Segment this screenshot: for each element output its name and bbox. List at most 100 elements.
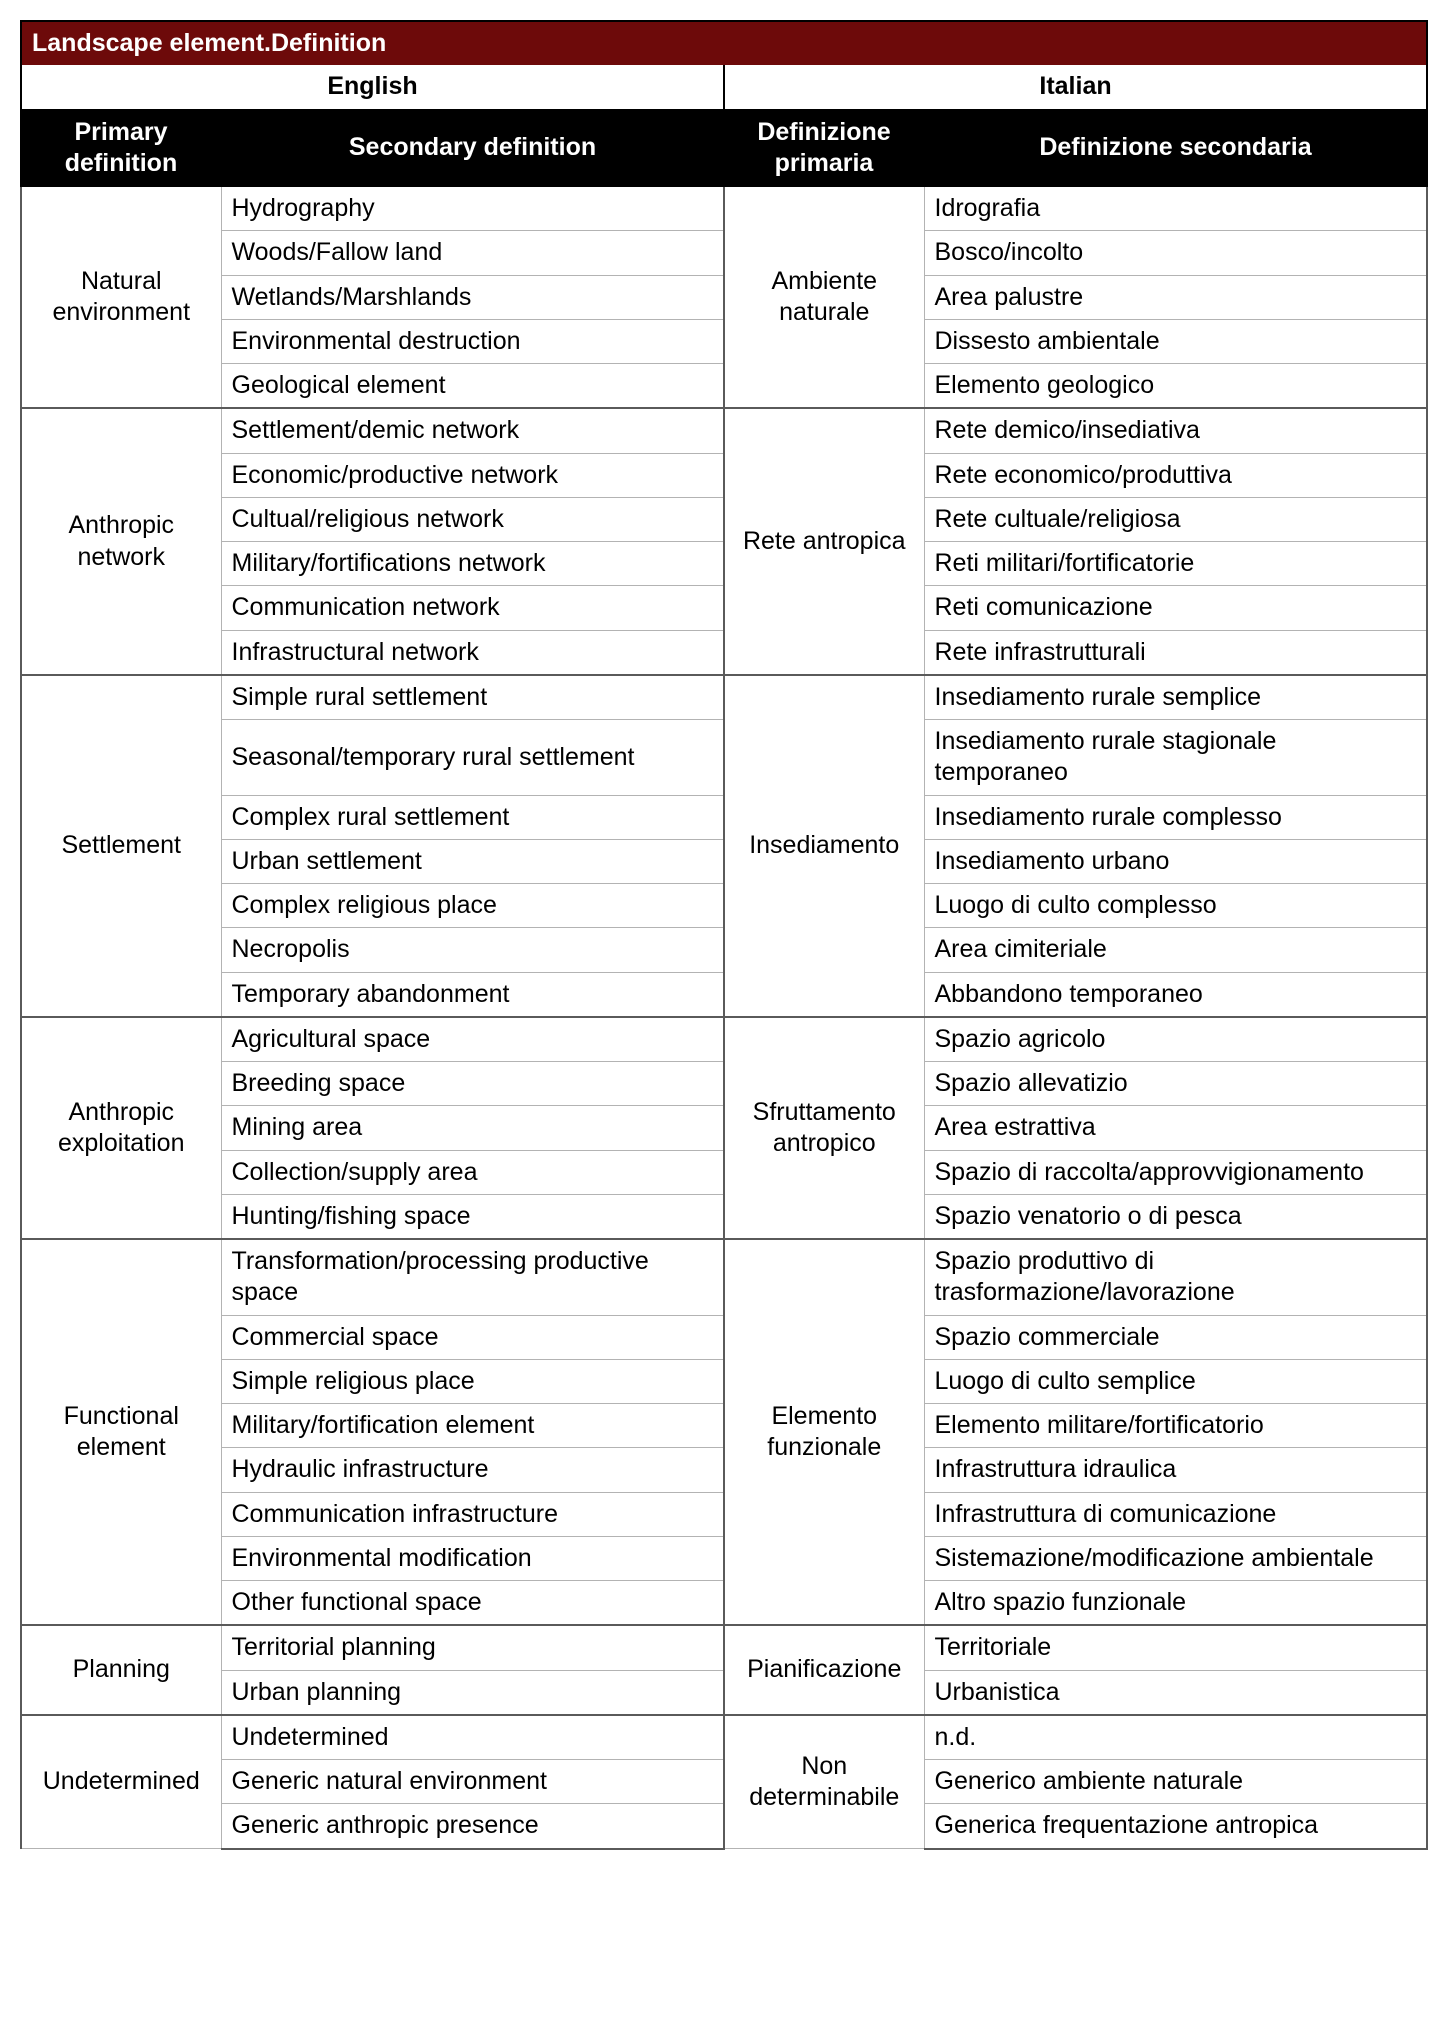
table-row: SettlementSimple rural settlementInsedia… [21,675,1427,720]
col-secondary-en: Secondary definition [221,110,724,187]
table-row: Functional elementTransformation/process… [21,1239,1427,1315]
table-row: Anthropic exploitationAgricultural space… [21,1017,1427,1062]
secondary-en-cell: Collection/supply area [221,1150,724,1194]
primary-en-cell: Settlement [21,675,221,1017]
secondary-en-cell: Temporary abandonment [221,972,724,1017]
table-row: Natural environmentHydrographyAmbiente n… [21,186,1427,231]
primary-it-cell: Non determinabile [724,1715,924,1849]
secondary-en-cell: Mining area [221,1106,724,1150]
secondary-it-cell: Insediamento urbano [924,839,1427,883]
secondary-en-cell: Undetermined [221,1715,724,1760]
primary-en-cell: Undetermined [21,1715,221,1849]
secondary-it-cell: Insediamento rurale semplice [924,675,1427,720]
secondary-it-cell: Territoriale [924,1625,1427,1670]
table-row: PlanningTerritorial planningPianificazio… [21,1625,1427,1670]
secondary-it-cell: Rete demico/insediativa [924,408,1427,453]
primary-it-cell: Elemento funzionale [724,1239,924,1625]
secondary-en-cell: Military/fortifications network [221,542,724,586]
secondary-it-cell: Area estrattiva [924,1106,1427,1150]
col-primary-it: Definizione primaria [724,110,924,187]
secondary-en-cell: Generic natural environment [221,1760,724,1804]
secondary-it-cell: Area palustre [924,275,1427,319]
group-4: Functional elementTransformation/process… [21,1239,1427,1625]
secondary-it-cell: Spazio commerciale [924,1315,1427,1359]
table-head: Landscape element.Definition English Ita… [21,21,1427,186]
group-6: UndeterminedUndeterminedNon determinabil… [21,1715,1427,1849]
col-primary-en: Primary definition [21,110,221,187]
secondary-en-cell: Complex religious place [221,884,724,928]
secondary-en-cell: Necropolis [221,928,724,972]
secondary-en-cell: Environmental modification [221,1536,724,1580]
secondary-it-cell: Rete infrastrutturali [924,630,1427,675]
secondary-it-cell: Rete cultuale/religiosa [924,497,1427,541]
group-5: PlanningTerritorial planningPianificazio… [21,1625,1427,1715]
secondary-it-cell: Spazio allevatizio [924,1062,1427,1106]
primary-en-cell: Planning [21,1625,221,1715]
secondary-en-cell: Geological element [221,364,724,409]
secondary-it-cell: Infrastruttura idraulica [924,1448,1427,1492]
secondary-en-cell: Infrastructural network [221,630,724,675]
secondary-it-cell: Luogo di culto semplice [924,1359,1427,1403]
secondary-en-cell: Cultual/religious network [221,497,724,541]
secondary-en-cell: Seasonal/temporary rural settlement [221,720,724,796]
language-row: English Italian [21,65,1427,109]
secondary-it-cell: Rete economico/produttiva [924,453,1427,497]
secondary-it-cell: Urbanistica [924,1670,1427,1715]
secondary-en-cell: Breeding space [221,1062,724,1106]
secondary-en-cell: Wetlands/Marshlands [221,275,724,319]
table-title: Landscape element.Definition [21,21,1427,65]
primary-en-cell: Anthropic network [21,408,221,675]
secondary-it-cell: Sistemazione/modificazione ambientale [924,1536,1427,1580]
title-row: Landscape element.Definition [21,21,1427,65]
secondary-it-cell: Infrastruttura di comunicazione [924,1492,1427,1536]
secondary-en-cell: Hunting/fishing space [221,1194,724,1239]
secondary-it-cell: Elemento militare/fortificatorio [924,1404,1427,1448]
secondary-en-cell: Urban settlement [221,839,724,883]
primary-it-cell: Rete antropica [724,408,924,675]
secondary-it-cell: Spazio di raccolta/approvvigionamento [924,1150,1427,1194]
secondary-en-cell: Communication network [221,586,724,630]
secondary-en-cell: Territorial planning [221,1625,724,1670]
secondary-it-cell: Spazio venatorio o di pesca [924,1194,1427,1239]
secondary-en-cell: Economic/productive network [221,453,724,497]
group-3: Anthropic exploitationAgricultural space… [21,1017,1427,1239]
secondary-it-cell: Bosco/incolto [924,231,1427,275]
lang-english: English [21,65,724,109]
group-2: SettlementSimple rural settlementInsedia… [21,675,1427,1017]
primary-it-cell: Sfruttamento antropico [724,1017,924,1239]
secondary-en-cell: Generic anthropic presence [221,1804,724,1849]
secondary-it-cell: Generico ambiente naturale [924,1760,1427,1804]
secondary-en-cell: Communication infrastructure [221,1492,724,1536]
secondary-en-cell: Complex rural settlement [221,795,724,839]
secondary-en-cell: Hydrography [221,186,724,231]
secondary-en-cell: Military/fortification element [221,1404,724,1448]
secondary-it-cell: Dissesto ambientale [924,319,1427,363]
primary-en-cell: Anthropic exploitation [21,1017,221,1239]
primary-en-cell: Natural environment [21,186,221,408]
secondary-en-cell: Transformation/processing productive spa… [221,1239,724,1315]
secondary-en-cell: Simple religious place [221,1359,724,1403]
table-row: UndeterminedUndeterminedNon determinabil… [21,1715,1427,1760]
secondary-it-cell: Reti comunicazione [924,586,1427,630]
secondary-it-cell: Luogo di culto complesso [924,884,1427,928]
secondary-it-cell: Idrografia [924,186,1427,231]
secondary-en-cell: Commercial space [221,1315,724,1359]
lang-italian: Italian [724,65,1427,109]
primary-it-cell: Pianificazione [724,1625,924,1715]
secondary-it-cell: Altro spazio funzionale [924,1581,1427,1626]
definition-table: Landscape element.Definition English Ita… [20,20,1428,1850]
secondary-en-cell: Settlement/demic network [221,408,724,453]
secondary-en-cell: Other functional space [221,1581,724,1626]
secondary-it-cell: Abbandono temporaneo [924,972,1427,1017]
secondary-en-cell: Hydraulic infrastructure [221,1448,724,1492]
primary-it-cell: Insediamento [724,675,924,1017]
group-0: Natural environmentHydrographyAmbiente n… [21,186,1427,408]
secondary-it-cell: Generica frequentazione antropica [924,1804,1427,1849]
primary-it-cell: Ambiente naturale [724,186,924,408]
table-container: Landscape element.Definition English Ita… [0,0,1446,1870]
secondary-it-cell: Area cimiteriale [924,928,1427,972]
secondary-it-cell: Insediamento rurale stagionale temporane… [924,720,1427,796]
col-secondary-it: Definizione secondaria [924,110,1427,187]
secondary-en-cell: Woods/Fallow land [221,231,724,275]
secondary-it-cell: Elemento geologico [924,364,1427,409]
